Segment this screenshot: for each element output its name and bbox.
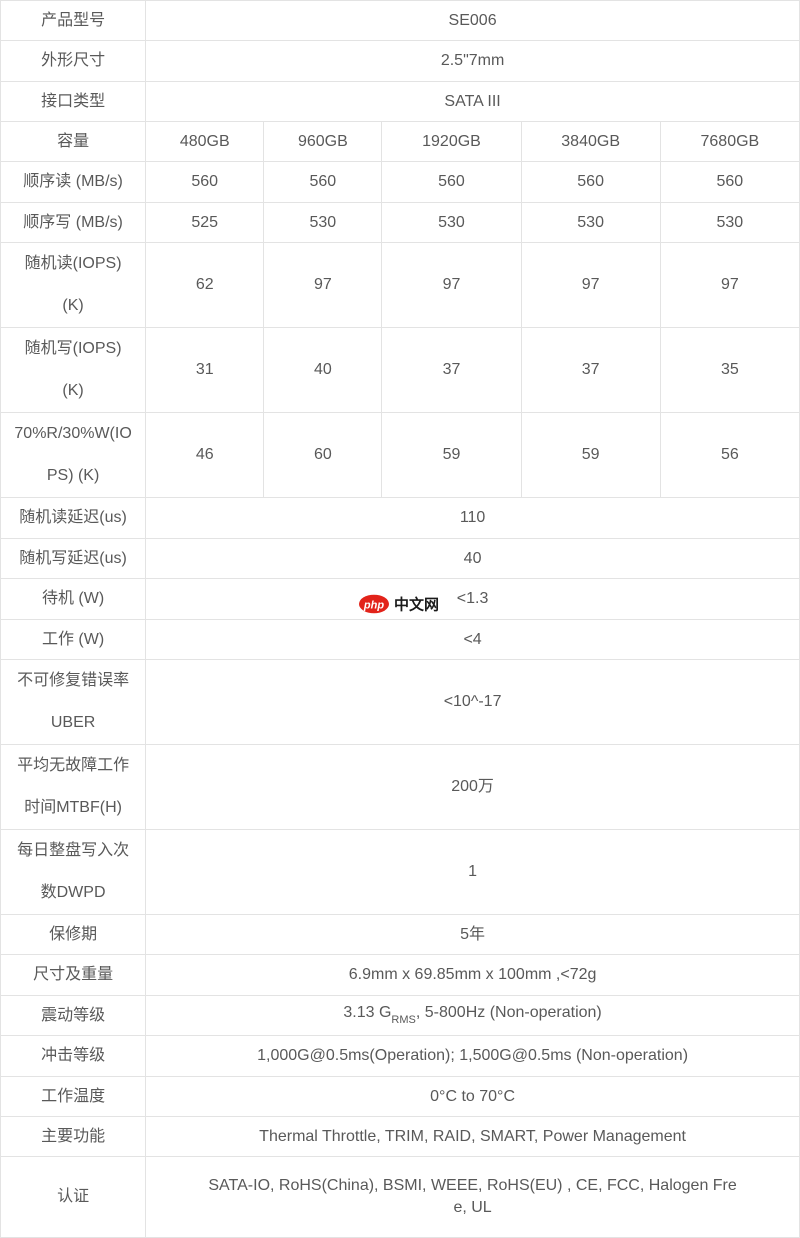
- svg-text:php: php: [363, 600, 384, 612]
- svg-text:中文网: 中文网: [394, 596, 439, 614]
